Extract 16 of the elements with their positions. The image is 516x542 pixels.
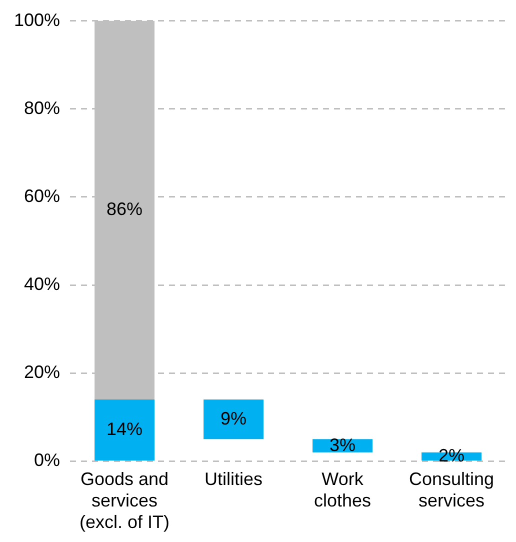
x-tick-label: Utilities [204, 468, 263, 489]
data-label: 14% [106, 418, 143, 439]
y-tick-label: 40% [24, 274, 60, 294]
bar [94, 400, 155, 460]
y-tick-label: 80% [24, 98, 60, 118]
data-label: 86% [106, 199, 143, 220]
data-label: 9% [220, 408, 247, 428]
y-tick-label: 0% [34, 450, 60, 470]
y-tick-label: 60% [24, 186, 60, 206]
data-label: 3% [330, 434, 356, 455]
bar [204, 400, 264, 440]
x-tick-label: Goods and services (excl. of IT) [80, 468, 170, 532]
x-tick-label: Work clothes [314, 468, 372, 511]
y-tick-label: 20% [24, 362, 60, 382]
x-tick-label: Consulting services [408, 468, 494, 511]
y-tick-label: 100% [14, 10, 60, 30]
